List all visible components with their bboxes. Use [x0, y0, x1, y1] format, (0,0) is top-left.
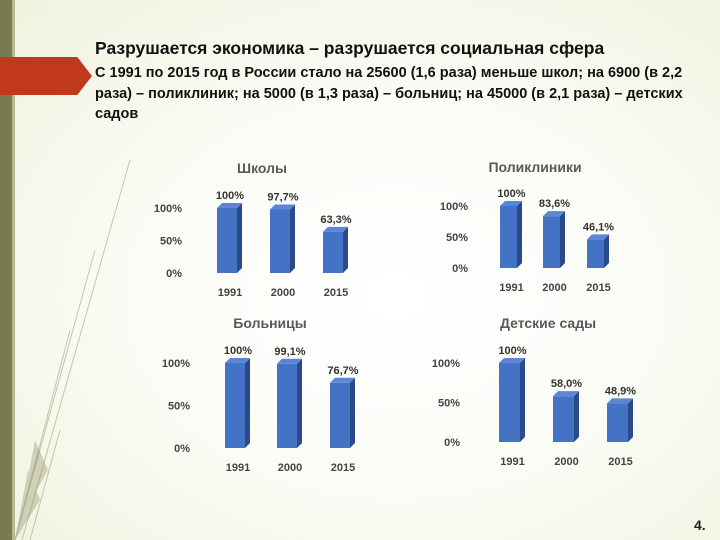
x-tick-label: 2000 — [554, 456, 578, 468]
bar-top — [543, 211, 565, 217]
bar-top — [225, 358, 250, 363]
y-tick-label: 50% — [438, 398, 460, 410]
bar-side — [574, 391, 579, 442]
slide-title: Разрушается экономика – разрушается соци… — [95, 38, 605, 58]
y-tick-label: 50% — [160, 236, 182, 248]
bar-side — [297, 358, 302, 448]
x-tick-label: 1991 — [226, 462, 250, 474]
data-label: 100% — [224, 345, 252, 357]
x-tick-label: 2015 — [586, 282, 610, 294]
bar-top — [500, 201, 522, 206]
bar-top — [217, 203, 242, 208]
x-tick-label: 1991 — [500, 456, 524, 468]
bar-top — [270, 204, 295, 210]
bar-top — [499, 358, 525, 363]
bar-side — [628, 398, 633, 442]
y-tick-label: 50% — [168, 401, 190, 413]
x-tick-label: 2000 — [278, 462, 302, 474]
data-label: 99,1% — [274, 346, 305, 358]
bar — [330, 382, 350, 448]
bar-top — [587, 234, 609, 240]
bar — [500, 206, 517, 268]
bar-top — [330, 377, 355, 383]
y-tick-label: 100% — [162, 358, 190, 370]
bar — [277, 363, 297, 448]
red-title-tab — [0, 57, 92, 95]
bar — [553, 396, 574, 442]
data-label: 48,9% — [605, 385, 636, 397]
bar-side — [245, 358, 250, 448]
x-tick-label: 2015 — [324, 287, 348, 299]
bar — [587, 239, 604, 268]
data-label: 100% — [216, 190, 244, 202]
bar-side — [560, 211, 565, 268]
y-tick-label: 50% — [446, 232, 468, 244]
bar-side — [520, 358, 525, 442]
x-tick-label: 2015 — [331, 462, 355, 474]
bar-side — [343, 226, 348, 273]
x-tick-label: 2000 — [542, 282, 566, 294]
y-tick-label: 100% — [154, 203, 182, 215]
bar-side — [237, 203, 242, 273]
y-tick-label: 100% — [432, 358, 460, 370]
bar — [543, 216, 560, 268]
bar — [217, 208, 237, 273]
bar-top — [553, 391, 579, 397]
bar-side — [604, 234, 609, 268]
bar — [499, 363, 520, 442]
bar-top — [323, 226, 348, 232]
bar-top — [607, 398, 633, 404]
chart-title: Школы — [237, 160, 287, 176]
left-accent-bar — [0, 0, 12, 540]
chart-title: Поликлиники — [488, 159, 581, 175]
slide-subtitle: С 1991 по 2015 год в России стало на 256… — [95, 65, 683, 122]
page-number: 4. — [694, 517, 706, 533]
bar — [270, 209, 290, 273]
bar — [225, 363, 245, 448]
bar — [323, 231, 343, 273]
data-label: 97,7% — [267, 191, 298, 203]
x-tick-label: 2015 — [608, 456, 632, 468]
data-label: 58,0% — [551, 378, 582, 390]
x-tick-label: 2000 — [271, 287, 295, 299]
chart-title: Больницы — [233, 315, 306, 331]
bar-side — [350, 377, 355, 448]
chart-title: Детские сады — [500, 315, 596, 331]
data-label: 76,7% — [327, 365, 358, 377]
y-tick-label: 100% — [440, 201, 468, 213]
x-tick-label: 1991 — [218, 287, 242, 299]
bar-top — [277, 358, 302, 364]
y-tick-label: 0% — [444, 437, 460, 449]
y-tick-label: 0% — [166, 268, 182, 280]
bar — [607, 403, 628, 442]
data-label: 100% — [497, 188, 525, 200]
bar-side — [517, 201, 522, 268]
data-label: 46,1% — [583, 221, 614, 233]
y-tick-label: 0% — [452, 263, 468, 275]
bar-side — [290, 204, 295, 273]
data-label: 63,3% — [320, 214, 351, 226]
y-tick-label: 0% — [174, 443, 190, 455]
left-accent-stripe — [12, 0, 15, 540]
x-tick-label: 1991 — [499, 282, 523, 294]
data-label: 83,6% — [539, 198, 570, 210]
data-label: 100% — [498, 345, 526, 357]
